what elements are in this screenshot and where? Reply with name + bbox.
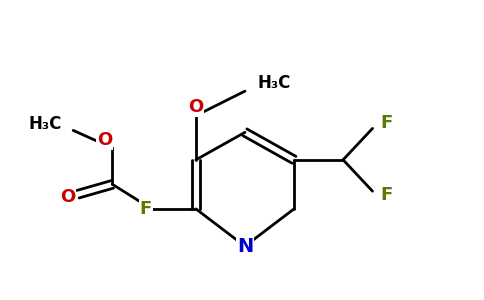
Text: H₃C: H₃C bbox=[28, 116, 61, 134]
Text: O: O bbox=[188, 98, 203, 116]
Text: F: F bbox=[380, 186, 393, 204]
Text: F: F bbox=[139, 200, 151, 218]
Text: O: O bbox=[60, 188, 75, 206]
Text: N: N bbox=[237, 237, 253, 256]
Text: O: O bbox=[97, 131, 112, 149]
Text: H₃C: H₃C bbox=[257, 74, 291, 92]
Text: F: F bbox=[380, 113, 393, 131]
